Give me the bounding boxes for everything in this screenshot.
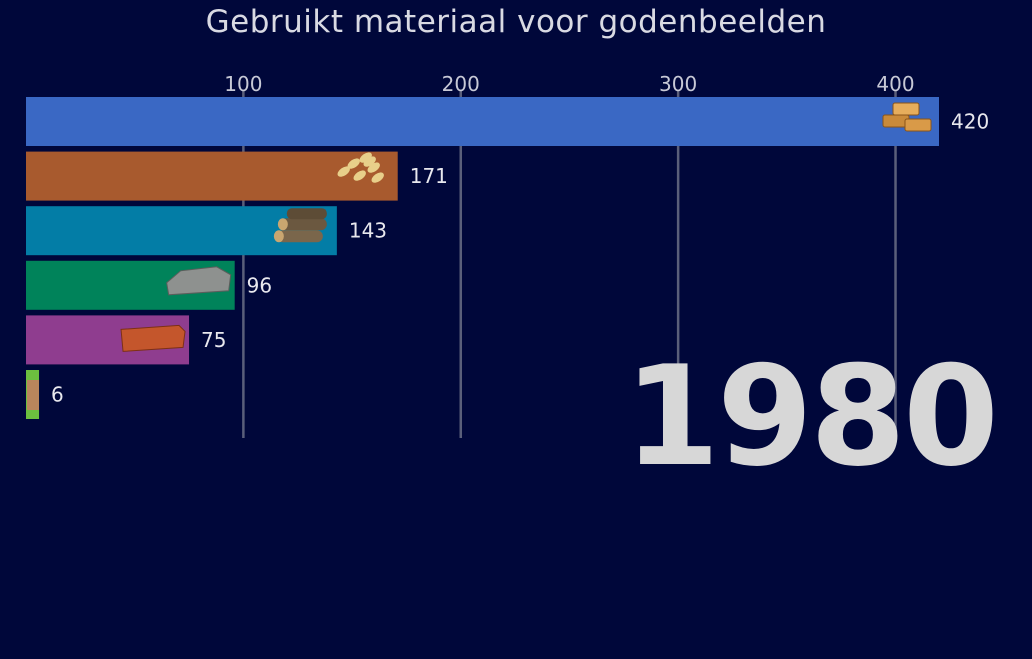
gridlines [242, 90, 897, 438]
value-label: 171 [410, 164, 448, 188]
gold-bars-icon [882, 102, 932, 132]
tick-label: 400 [876, 72, 914, 96]
clay-icon [27, 380, 39, 410]
bar-group: 420 [26, 97, 989, 146]
bar-group: 6 [26, 370, 64, 419]
value-label: 6 [51, 383, 64, 407]
value-label: 420 [951, 110, 989, 134]
brick-icon [120, 324, 186, 352]
bar-group: 75 [26, 315, 226, 365]
tick-label: 300 [659, 72, 697, 96]
bar-group: 143 [26, 206, 387, 256]
stone-slab-icon [166, 266, 232, 296]
bars: 420 171 143 96 75 6 [26, 97, 989, 419]
bar [26, 97, 939, 146]
chart-title: Gebruikt materiaal voor godenbeelden [205, 4, 827, 40]
bar [26, 151, 398, 201]
value-label: 75 [201, 328, 226, 352]
bar-group: 171 [26, 151, 448, 201]
value-label: 143 [349, 219, 387, 243]
wood-shavings-icon [337, 152, 384, 183]
axis-ticks: 100 200 300 400 [224, 72, 914, 96]
bar-group: 96 [26, 260, 272, 310]
value-label: 96 [247, 273, 272, 297]
year-label: 1980 [623, 336, 999, 497]
tick-label: 200 [442, 72, 480, 96]
tick-label: 100 [224, 72, 262, 96]
logs-icon [273, 208, 327, 243]
